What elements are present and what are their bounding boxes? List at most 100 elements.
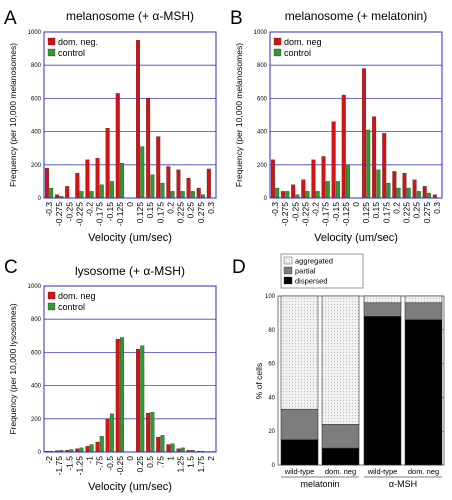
x-tick-label: 0.2: [165, 202, 175, 214]
bar-dom-neg: [422, 186, 427, 199]
chart-d: 0 20 40 60 80 100 wild-type dom. neg wild-type do…: [254, 253, 445, 489]
bar-control: [180, 191, 185, 199]
bar-control: [79, 447, 84, 453]
bar-control: [120, 337, 124, 453]
x-tick-label: -0.175: [321, 202, 331, 226]
bar-dom-neg: [321, 156, 326, 199]
bar-dom-neg: [95, 158, 100, 199]
legend-swatch: [47, 48, 56, 57]
bar-dom-neg: [136, 40, 140, 199]
panel-letter-d: D: [232, 257, 246, 278]
x-tick-label: 0.3: [206, 202, 216, 214]
x-axis-label: Velocity (um/sec): [314, 232, 398, 244]
bar-dom-neg: [65, 186, 70, 199]
bar-dom-neg: [291, 184, 296, 199]
legend-label: dom. neg: [58, 291, 96, 301]
bar-aggregated: [404, 295, 443, 304]
x-tick-label: 1.75: [196, 456, 206, 473]
x-tick-label: -1.5: [64, 456, 74, 471]
y-tick-label: 0: [272, 463, 276, 469]
bar-control: [305, 191, 310, 199]
bar-dom-neg: [311, 159, 316, 199]
x-tick-label: -1.25: [74, 456, 84, 476]
y-tick-label: 40: [268, 395, 275, 401]
bar-dom-neg: [156, 136, 161, 199]
bar-dom-neg: [270, 159, 275, 199]
bar-dom-neg: [146, 412, 151, 453]
x-tick-label: -0.125: [115, 202, 125, 226]
legend-label: control: [284, 48, 311, 58]
x-tick-label: 0.125: [361, 202, 371, 224]
y-tick-label: 600: [31, 96, 42, 102]
x-tick-label: 0.15: [145, 202, 155, 219]
bar-control: [376, 169, 381, 199]
bar-control: [275, 187, 280, 199]
bar-dom-neg: [166, 444, 171, 453]
x-tick-label: -0.25: [290, 202, 300, 222]
chart-title: melanosome (+ melatonin): [285, 9, 427, 23]
x-tick-label: -0.225: [74, 202, 84, 226]
x-tick-label: 0.275: [422, 202, 432, 224]
bar-dom-neg: [156, 436, 161, 453]
bar-control: [170, 191, 175, 199]
chart-a: melanosome (+ α-MSH) 0 200 400 600 800 1000 -0.…: [8, 9, 217, 244]
bar-partial: [363, 302, 402, 317]
x-tick-label: -1: [85, 456, 95, 464]
bar-dom-neg: [176, 169, 181, 199]
bar-aggregated: [363, 295, 402, 304]
bar-dom-neg: [362, 68, 366, 199]
panel-letter-a: A: [4, 8, 17, 29]
y-axis-label: % of cells: [254, 363, 264, 399]
bar-control: [325, 181, 330, 199]
bar-dispersed: [363, 315, 402, 466]
x-tick-label: -0.125: [341, 202, 351, 226]
group-label: α-MSH: [389, 479, 417, 489]
bar-control: [426, 192, 431, 199]
x-tick-label: -0.2: [311, 202, 321, 217]
x-tick-label: -1.75: [54, 456, 64, 476]
legend-swatch: [47, 37, 56, 46]
x-tick-label: -0.225: [300, 202, 310, 226]
y-tick-label: 0: [38, 450, 42, 456]
bar-dom-neg: [44, 167, 49, 199]
x-tick-label: -0.2: [85, 202, 95, 217]
bar-dom-neg: [412, 179, 417, 199]
bar-partial: [280, 408, 319, 440]
y-tick-label: 800: [257, 63, 268, 69]
bar-dom-neg: [341, 94, 346, 199]
x-tick-label: -.75: [95, 456, 105, 471]
bar-control: [89, 191, 94, 199]
chart-title: lysosome (+ α-MSH): [75, 264, 185, 278]
x-tick-label: -0.15: [105, 202, 115, 222]
bar-control: [49, 187, 54, 199]
x-tick-label: 0.2: [391, 202, 401, 214]
bar-dispersed: [321, 447, 360, 466]
bar-control: [416, 191, 421, 199]
bar-dispersed: [404, 319, 443, 466]
bar-control: [386, 182, 391, 199]
x-tick-label: 0.15: [371, 202, 381, 219]
y-tick-label: 1000: [28, 30, 42, 36]
x-tick-label: -0.15: [331, 202, 341, 222]
x-tick-label: 0.3: [432, 202, 442, 214]
y-tick-label: 200: [257, 163, 268, 169]
legend-label: partial: [295, 267, 316, 276]
bar-dom-neg: [75, 172, 80, 199]
bar-aggregated: [280, 295, 319, 410]
bar-dom-neg: [85, 159, 90, 199]
bar-control: [285, 191, 290, 199]
bar-control: [160, 182, 165, 199]
bar-control: [396, 187, 401, 199]
bar-control: [170, 443, 175, 453]
y-tick-label: 600: [31, 350, 42, 356]
x-tick-label: -0.25: [64, 202, 74, 222]
x-tick-label: 0: [125, 202, 135, 207]
bar-control: [180, 447, 185, 453]
bar-dom-neg: [115, 338, 120, 453]
legend-label: control: [58, 48, 85, 58]
bar-control: [89, 444, 94, 453]
x-axis-label: Velocity (um/sec): [88, 481, 172, 493]
panel-letter-c: C: [4, 257, 18, 278]
x-tick-label: -0.275: [54, 202, 64, 226]
